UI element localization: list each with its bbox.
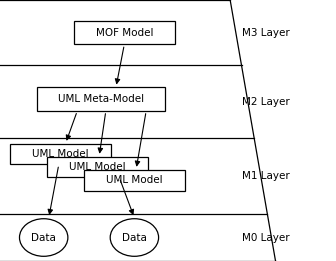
Bar: [84, 170, 185, 191]
Bar: [47, 157, 148, 177]
Text: UML Model: UML Model: [32, 149, 89, 159]
Bar: [37, 87, 165, 111]
Bar: [10, 144, 111, 164]
Text: UML Model: UML Model: [69, 162, 126, 172]
Text: Data: Data: [31, 233, 56, 242]
Text: M1 Layer: M1 Layer: [242, 171, 290, 181]
Text: UML Model: UML Model: [106, 175, 163, 185]
Text: MOF Model: MOF Model: [95, 28, 153, 38]
Circle shape: [110, 219, 159, 256]
Circle shape: [19, 219, 68, 256]
Text: M3 Layer: M3 Layer: [242, 28, 290, 38]
Text: M0 Layer: M0 Layer: [242, 233, 290, 242]
Bar: [74, 21, 175, 44]
Text: M2 Layer: M2 Layer: [242, 97, 290, 107]
Text: UML Meta-Model: UML Meta-Model: [58, 94, 144, 104]
Text: Data: Data: [122, 233, 147, 242]
